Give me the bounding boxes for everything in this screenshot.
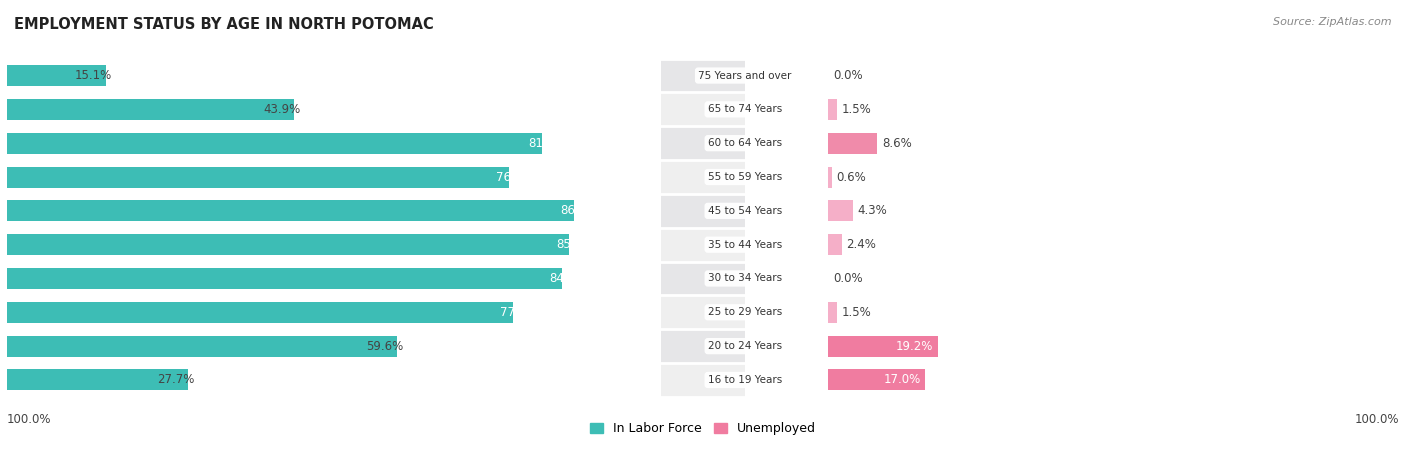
Text: 15.1%: 15.1%	[75, 69, 112, 82]
Bar	[0, 160, 828, 194]
Bar	[661, 194, 1406, 228]
Bar	[0, 92, 745, 126]
Text: 77.3%: 77.3%	[499, 306, 537, 319]
Bar	[828, 336, 938, 357]
Text: 85.9%: 85.9%	[555, 238, 593, 251]
Bar	[7, 336, 396, 357]
Bar	[0, 160, 745, 194]
Text: 45 to 54 Years: 45 to 54 Years	[707, 206, 782, 216]
Bar	[7, 65, 105, 86]
Text: 2.4%: 2.4%	[846, 238, 876, 251]
Bar	[661, 126, 1406, 160]
Bar	[0, 262, 745, 295]
Bar	[828, 369, 925, 391]
Text: 65 to 74 Years: 65 to 74 Years	[707, 104, 782, 115]
Bar	[0, 329, 745, 363]
Bar	[0, 126, 828, 160]
Bar	[0, 262, 828, 295]
Bar	[661, 160, 1406, 194]
Bar	[0, 295, 745, 329]
Text: 0.0%: 0.0%	[832, 69, 862, 82]
Bar	[828, 234, 842, 255]
Text: 86.6%: 86.6%	[561, 204, 598, 217]
Bar	[661, 228, 1406, 262]
Text: 17.0%: 17.0%	[883, 373, 921, 387]
Bar	[0, 228, 745, 262]
Text: 16 to 19 Years: 16 to 19 Years	[707, 375, 782, 385]
Text: 20 to 24 Years: 20 to 24 Years	[707, 341, 782, 351]
Bar	[0, 329, 828, 363]
Bar	[661, 262, 1406, 295]
Bar	[0, 59, 745, 92]
Text: 30 to 34 Years: 30 to 34 Years	[707, 273, 782, 284]
Text: 27.7%: 27.7%	[157, 373, 195, 387]
Text: 1.5%: 1.5%	[841, 306, 872, 319]
Bar	[828, 99, 837, 120]
Legend: In Labor Force, Unemployed: In Labor Force, Unemployed	[585, 417, 821, 440]
Bar	[0, 126, 745, 160]
Text: 84.9%: 84.9%	[550, 272, 586, 285]
Bar	[7, 133, 541, 154]
Text: 81.7%: 81.7%	[529, 137, 565, 150]
Bar	[7, 99, 294, 120]
Bar	[661, 59, 1406, 92]
Text: 0.0%: 0.0%	[832, 272, 862, 285]
Text: 76.8%: 76.8%	[496, 170, 534, 184]
Text: 60 to 64 Years: 60 to 64 Years	[707, 138, 782, 148]
Text: EMPLOYMENT STATUS BY AGE IN NORTH POTOMAC: EMPLOYMENT STATUS BY AGE IN NORTH POTOMA…	[14, 17, 434, 32]
Bar	[661, 329, 1406, 363]
Text: 35 to 44 Years: 35 to 44 Years	[707, 239, 782, 250]
Text: 75 Years and over: 75 Years and over	[697, 70, 792, 81]
Bar	[661, 92, 1406, 126]
Text: 43.9%: 43.9%	[263, 103, 301, 116]
Bar	[661, 295, 1406, 329]
Bar	[7, 234, 569, 255]
Bar	[0, 363, 745, 397]
Text: 1.5%: 1.5%	[841, 103, 872, 116]
Text: Source: ZipAtlas.com: Source: ZipAtlas.com	[1274, 17, 1392, 27]
Bar	[0, 194, 745, 228]
Text: 8.6%: 8.6%	[882, 137, 911, 150]
Bar	[0, 92, 828, 126]
Bar	[7, 166, 509, 188]
Bar	[828, 133, 877, 154]
Bar	[7, 369, 188, 391]
Bar	[7, 302, 513, 323]
Text: 100.0%: 100.0%	[1354, 413, 1399, 426]
Bar	[828, 200, 853, 221]
Bar	[7, 268, 562, 289]
Bar	[661, 363, 1406, 397]
Text: 100.0%: 100.0%	[7, 413, 52, 426]
Text: 55 to 59 Years: 55 to 59 Years	[707, 172, 782, 182]
Bar	[0, 363, 828, 397]
Text: 0.6%: 0.6%	[837, 170, 866, 184]
Text: 59.6%: 59.6%	[366, 340, 404, 353]
Bar	[828, 166, 832, 188]
Text: 25 to 29 Years: 25 to 29 Years	[707, 307, 782, 318]
Bar	[0, 59, 828, 92]
Bar	[0, 194, 828, 228]
Bar	[7, 200, 574, 221]
Text: 4.3%: 4.3%	[858, 204, 887, 217]
Bar	[0, 228, 828, 262]
Bar	[828, 302, 837, 323]
Text: 19.2%: 19.2%	[896, 340, 934, 353]
Bar	[0, 295, 828, 329]
